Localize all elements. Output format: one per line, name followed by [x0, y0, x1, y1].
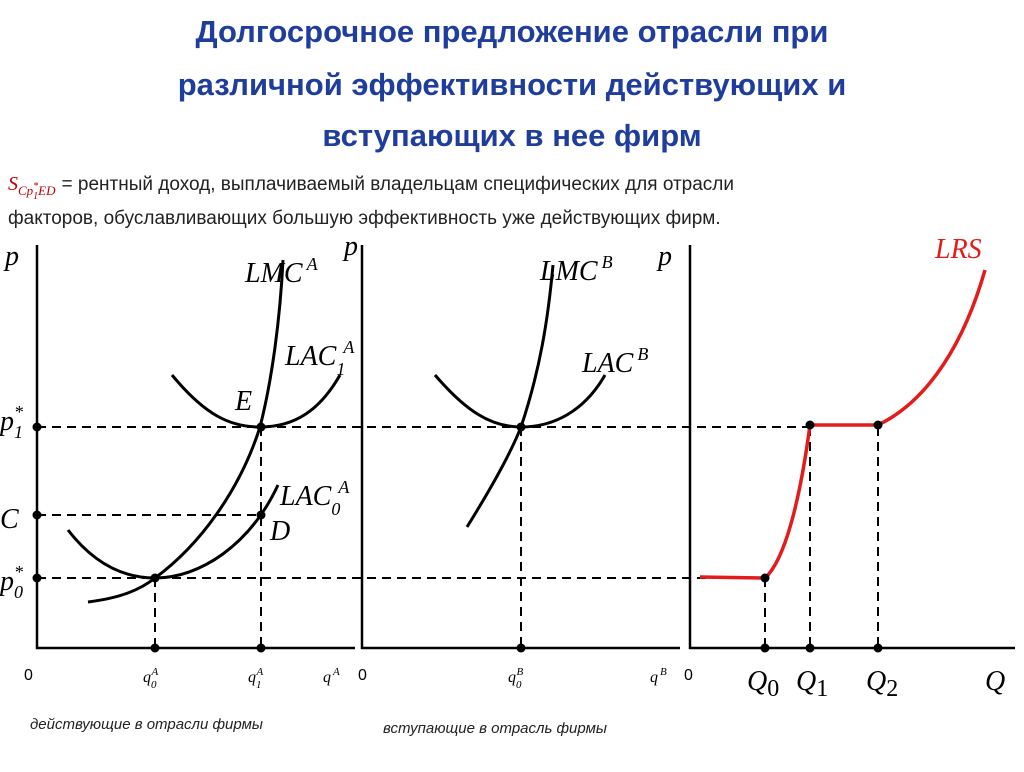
q-label: Q0	[747, 666, 779, 702]
origin: 0	[24, 667, 33, 684]
sub: 2	[886, 676, 898, 702]
q-label: q0B	[508, 666, 524, 691]
y-label: p	[342, 231, 358, 262]
origin: 0	[358, 667, 367, 684]
base: q	[508, 669, 516, 686]
curve-label: LAC0A	[279, 477, 350, 519]
sup: B	[637, 344, 648, 364]
origin: 0	[684, 667, 693, 684]
sub: 0	[331, 499, 340, 519]
base: LMC	[539, 256, 598, 287]
symbol-sub: 1	[33, 191, 38, 202]
sup: A	[342, 337, 355, 357]
base: LAC	[279, 481, 332, 512]
sub: 0	[151, 679, 157, 691]
point-label: D	[269, 516, 290, 547]
curve-label: LAC1A	[284, 337, 355, 379]
base: LAC	[284, 341, 337, 372]
price-label: p1*	[0, 402, 23, 442]
sup: A	[151, 666, 159, 678]
sub: 1	[336, 359, 345, 379]
q-label: Q1	[796, 666, 828, 702]
base: p	[0, 566, 14, 597]
note-line: факторов, обуславливающих большую эффект…	[8, 208, 721, 229]
price-label: p0*	[0, 562, 23, 602]
base: LAC	[581, 348, 634, 379]
caption: действующие в отрасли фирмы	[30, 716, 263, 733]
symbol: S	[8, 173, 18, 195]
base: Q	[866, 666, 886, 697]
sub: 0	[14, 582, 23, 602]
base: q	[650, 669, 658, 686]
q-label: q0A	[143, 666, 159, 691]
base: Q	[796, 666, 816, 697]
panel-c-labels: p LRS Q0 Q1 Q2 Q	[656, 234, 1005, 702]
base: q	[323, 669, 331, 686]
base: LMC	[244, 258, 303, 289]
symbol-sup: *	[33, 181, 38, 192]
guides	[37, 426, 879, 648]
sup: B	[602, 252, 613, 272]
note-text: рентный доход, выплачиваемый владельцам …	[78, 174, 734, 195]
note-line: SCp1*ED = рентный доход, выплачиваемый вл…	[8, 173, 734, 202]
title-line: Долгосрочное предложение отрасли при	[196, 14, 829, 49]
curve-label: LRS	[934, 234, 982, 265]
panel-b-labels: p LMC B LAC B	[342, 231, 648, 379]
title-line: вступающих в нее фирм	[322, 118, 701, 153]
y-label: p	[656, 241, 672, 272]
sup: A	[332, 666, 340, 678]
symbol-sub: ED	[37, 183, 56, 198]
eq: =	[62, 174, 73, 195]
axes	[35, 245, 1015, 650]
sub: 0	[516, 679, 522, 691]
q-label: Q2	[866, 666, 898, 702]
base: q	[143, 669, 151, 686]
curves	[66, 259, 987, 604]
curve-label: LMC B	[539, 252, 613, 287]
caption: вступающие в отрасль фирмы	[383, 720, 607, 737]
sup: A	[306, 254, 319, 274]
curve-label: LAC B	[581, 344, 648, 379]
base: Q	[747, 666, 767, 697]
sup: *	[14, 562, 23, 582]
sup: B	[517, 666, 524, 678]
sub: 0	[767, 676, 779, 702]
curve-label: LMC A	[244, 254, 319, 289]
point-label: E	[234, 386, 252, 417]
q-label: q1A	[248, 666, 264, 691]
y-label: p	[3, 241, 19, 272]
title-line: различной эффективности действующих и	[178, 67, 847, 102]
symbol-sub: Cp	[18, 183, 34, 198]
price-label: C	[0, 504, 19, 535]
sub: 1	[14, 422, 23, 442]
sub: 1	[816, 676, 828, 702]
x-label: Q	[985, 666, 1005, 697]
sup: B	[660, 666, 667, 678]
sub: 1	[256, 679, 262, 691]
title: Долгосрочное предложение отрасли при раз…	[178, 14, 847, 153]
base: p	[0, 406, 14, 437]
base: q	[248, 669, 256, 686]
sup: *	[14, 402, 23, 422]
sup: A	[256, 666, 264, 678]
dots	[32, 420, 883, 653]
panel-a-labels: p LMC A LAC1A LAC0A E D p1* C p0*	[0, 241, 355, 602]
sup: A	[337, 477, 350, 497]
